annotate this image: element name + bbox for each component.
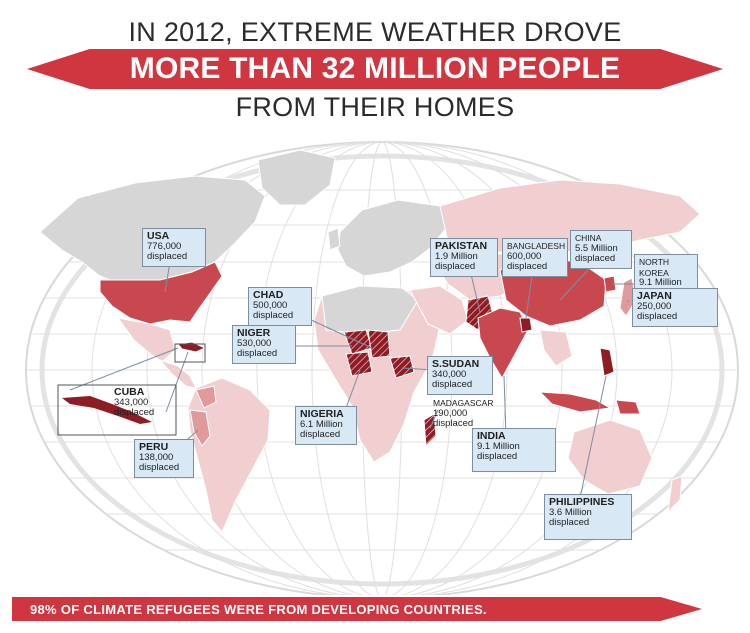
callout-country: PERU [139, 441, 169, 453]
north-africa [321, 285, 419, 335]
callout-value: 600,000 [507, 250, 542, 262]
callout-country: CUBA [114, 386, 145, 398]
cuba-inset-box [57, 384, 177, 436]
philippines [599, 347, 615, 377]
caribbean-inset-box [174, 343, 206, 363]
continents [39, 149, 701, 533]
callout-label: displaced [253, 310, 294, 321]
headline-line-3: FROM THEIR HOMES [235, 92, 515, 122]
callout-usa: USA 776,000 displaced [142, 228, 206, 267]
callout-peru: PERU 138,000 displaced [134, 439, 194, 478]
usa [99, 261, 223, 325]
callout-chad: CHAD 500,000 displaced [248, 287, 312, 326]
callout-country: MADAGASCAR [433, 398, 494, 408]
headline-banner: MORE THAN 32 MILLION PEOPLE [27, 49, 723, 89]
callout-value: 776,000 [147, 240, 182, 252]
headline-line-1: IN 2012, EXTREME WEATHER DROVE [128, 17, 622, 47]
callout-value: 530,000 [237, 337, 272, 349]
callout-value: 5.5 Million [575, 242, 618, 254]
footer-text: 98% OF CLIMATE REFUGEES WERE FROM DEVELO… [30, 601, 487, 617]
callout-label: displaced [139, 462, 180, 473]
callout-value: 343,000 [114, 396, 149, 408]
callout-label: displaced [114, 407, 155, 418]
north-korea [603, 275, 617, 293]
callout-s-sudan: S.SUDAN 340,000 displaced [427, 356, 493, 395]
indonesia [538, 391, 612, 413]
callout-label: displaced [300, 429, 341, 440]
callout-value: 190,000 [433, 407, 468, 419]
callout-country: NORTH KOREA [639, 257, 670, 278]
world-map [25, 141, 739, 595]
callout-value: 9.1 Million [477, 440, 520, 452]
png [615, 399, 641, 415]
callout-pakistan: PAKISTAN 1.9 Million displaced [430, 238, 498, 277]
callout-value: 3.6 Million [549, 506, 592, 518]
callout-label: displaced [147, 251, 188, 262]
callout-country: CHINA [575, 233, 602, 243]
callout-country: INDIA [477, 430, 506, 442]
south-sudan [389, 355, 415, 379]
uk [327, 227, 341, 251]
callout-label: displaced [507, 261, 548, 272]
callout-label: displaced [575, 253, 616, 264]
callout-label: displaced [433, 418, 474, 429]
callout-country: S.SUDAN [432, 358, 480, 370]
callout-label: displaced [637, 311, 678, 322]
callout-china: CHINA 5.5 Million displaced [570, 230, 632, 269]
cuba-inset-shape [62, 396, 152, 424]
new-zealand [667, 475, 683, 514]
callout-country: PHILIPPINES [549, 496, 615, 508]
greenland [257, 149, 336, 206]
callout-value: 340,000 [432, 368, 467, 380]
callout-country: NIGERIA [300, 408, 344, 420]
callout-country: PAKISTAN [435, 240, 488, 252]
callout-niger: NIGER 530,000 displaced [232, 325, 296, 364]
chad [367, 329, 391, 359]
peru [189, 409, 211, 447]
callout-label: displaced [432, 379, 473, 390]
callout-value: 1.9 Million [435, 250, 478, 262]
australia [567, 419, 653, 495]
callout-bangladesh: BANGLADESH 600,000 displaced [502, 238, 568, 277]
callout-madagascar: MADAGASCAR 190,000 displaced [429, 396, 497, 433]
callout-label: displaced [549, 517, 590, 528]
callout-india: INDIA 9.1 Million displaced [472, 428, 556, 472]
callout-philippines: PHILIPPINES 3.6 Million displaced [544, 494, 632, 540]
bangladesh [519, 317, 533, 333]
callout-label: displaced [237, 348, 278, 359]
callout-country: JAPAN [637, 290, 672, 302]
callout-label: displaced [435, 261, 476, 272]
south-america [187, 377, 271, 533]
callout-value: 250,000 [637, 300, 672, 312]
callout-country: NIGER [237, 327, 271, 339]
callout-label: displaced [477, 451, 518, 462]
callout-japan: JAPAN 250,000 displaced [632, 288, 718, 327]
callout-value: 9.1 Million [639, 277, 682, 288]
nigeria [345, 351, 373, 377]
footer-banner: 98% OF CLIMATE REFUGEES WERE FROM DEVELO… [12, 597, 702, 621]
callout-value: 138,000 [139, 451, 174, 463]
callout-nigeria: NIGERIA 6.1 Million displaced [295, 406, 357, 445]
headline-line-2: MORE THAN 32 MILLION PEOPLE [129, 52, 621, 85]
se-asia [539, 329, 573, 367]
callout-country: CHAD [253, 289, 284, 301]
mexico [116, 317, 176, 363]
colombia [195, 385, 217, 409]
europe [337, 199, 449, 277]
callout-value: 500,000 [253, 299, 288, 311]
callout-country: USA [147, 230, 170, 242]
india [477, 307, 529, 380]
japan [619, 277, 637, 317]
callout-cuba: CUBA 343,000 displaced [110, 385, 172, 422]
callout-value: 6.1 Million [300, 418, 343, 430]
callout-country: BANGLADESH [507, 241, 566, 251]
